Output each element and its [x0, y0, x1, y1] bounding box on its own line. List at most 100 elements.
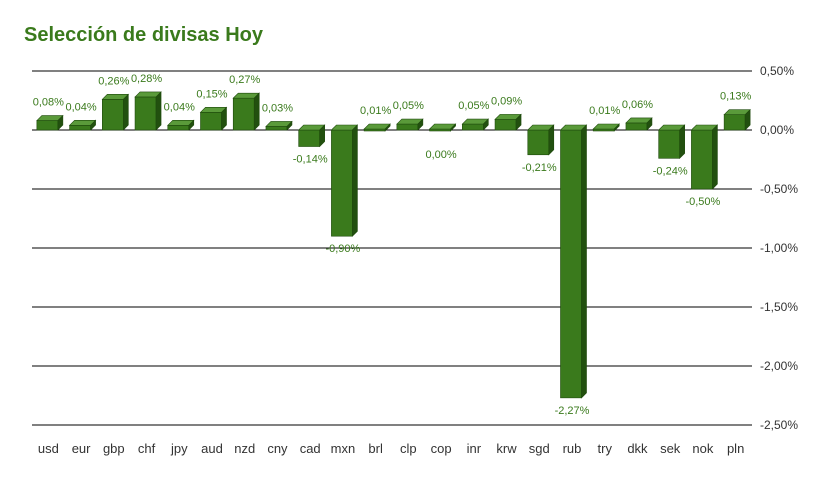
bar-front	[527, 129, 550, 156]
category-label-cny: cny	[267, 441, 288, 456]
bar-side-face	[384, 123, 391, 132]
category-label-mxn: mxn	[331, 441, 356, 456]
bar-front	[69, 124, 91, 131]
data-label-krw: 0,09%	[491, 95, 522, 107]
category-label-nzd: nzd	[234, 441, 255, 456]
bar-front	[200, 112, 222, 131]
bar-cop	[428, 123, 457, 132]
bar-front	[167, 124, 190, 131]
bar-side-face	[679, 124, 685, 160]
bar-clp	[396, 118, 424, 131]
category-label-gbp: gbp	[103, 441, 125, 456]
category-label-sek: sek	[660, 441, 681, 456]
bar-side-face	[646, 117, 653, 131]
data-label-usd: 0,08%	[33, 97, 64, 109]
category-label-inr: inr	[467, 441, 482, 456]
category-label-nok: nok	[692, 441, 713, 456]
data-label-aud: 0,15%	[196, 88, 227, 100]
bar-side-face	[352, 124, 358, 237]
category-label-clp: clp	[400, 441, 417, 456]
bar-side-face	[613, 123, 620, 132]
data-label-clp: 0,05%	[393, 100, 424, 112]
bar-front	[134, 96, 157, 131]
data-label-jpy: 0,04%	[164, 101, 195, 113]
bar-sgd	[527, 124, 555, 156]
data-label-mxn: -0,90%	[325, 243, 360, 255]
bar-try	[592, 123, 620, 132]
bar-front	[396, 123, 419, 131]
bar-side-face	[123, 93, 129, 131]
bar-cny	[265, 120, 293, 131]
bar-front	[232, 97, 255, 131]
category-labels: usd eur gbp chf jpy aud nzd cny cad mxn brl clp cop i…	[38, 441, 744, 456]
bar-aud	[199, 106, 228, 131]
data-label-rub: -2,27%	[555, 405, 590, 417]
bars	[36, 91, 751, 399]
bar-front	[625, 122, 648, 131]
bar-side-face	[90, 119, 96, 131]
data-label-dkk: 0,06%	[622, 99, 653, 111]
data-label-cny: 0,03%	[262, 102, 293, 114]
data-label-inr: 0,05%	[458, 100, 489, 112]
data-label-nok: -0,50%	[685, 196, 720, 208]
bar-krw	[494, 113, 522, 131]
bar-side-face	[515, 113, 522, 131]
bar-front	[723, 114, 746, 131]
bar-rub	[559, 124, 588, 399]
bar-front	[658, 129, 680, 159]
bar-side-face	[548, 124, 555, 156]
bar-eur	[68, 119, 97, 131]
bar-front	[36, 120, 59, 131]
bar-front	[331, 129, 353, 237]
data-label-chf: 0,28%	[131, 73, 162, 85]
category-label-brl: brl	[368, 441, 383, 456]
bar-front	[494, 119, 517, 131]
bar-front	[560, 129, 582, 399]
bar-usd	[36, 114, 64, 131]
bar-side-face	[581, 124, 587, 399]
bar-side-face	[744, 108, 751, 131]
y-tick-label: -2,00%	[760, 359, 798, 373]
bar-side-face	[450, 123, 456, 132]
bar-side-face	[57, 114, 64, 131]
category-label-sgd: sgd	[529, 441, 550, 456]
y-tick-label: -2,50%	[760, 418, 798, 432]
bar-sek	[657, 124, 686, 160]
y-tick-label: 0,50%	[760, 64, 794, 78]
y-axis-ticks: 0,50% 0,00% -0,50% -1,00% -1,50% -2,00% -2,50%	[760, 64, 798, 432]
y-tick-label: 0,00%	[760, 123, 794, 137]
data-label-brl: 0,01%	[360, 105, 391, 117]
bar-side-face	[188, 119, 195, 131]
y-tick-label: -1,00%	[760, 241, 798, 255]
data-label-sgd: -0,21%	[522, 162, 557, 174]
bar-front	[462, 123, 484, 131]
y-tick-label: -1,50%	[760, 300, 798, 314]
data-label-nzd: 0,27%	[229, 74, 260, 86]
data-label-sek: -0,24%	[653, 165, 688, 177]
bar-side-face	[417, 118, 424, 131]
bar-chf	[134, 91, 162, 131]
bar-nzd	[232, 92, 260, 131]
data-label-eur: 0,04%	[65, 101, 96, 113]
category-label-aud: aud	[201, 441, 223, 456]
bar-front	[691, 129, 713, 190]
data-label-try: 0,01%	[589, 105, 620, 117]
category-label-chf: chf	[138, 441, 156, 456]
bar-pln	[723, 108, 751, 131]
bar-side-face	[155, 91, 162, 131]
category-label-jpy: jpy	[170, 441, 188, 456]
bar-front	[265, 126, 288, 131]
bar-side-face	[483, 118, 489, 131]
bar-cad	[297, 124, 326, 148]
bar-side-face	[253, 92, 260, 131]
y-tick-label: -0,50%	[760, 182, 798, 196]
data-label-pln: 0,13%	[720, 91, 751, 103]
category-label-eur: eur	[72, 441, 91, 456]
category-label-rub: rub	[563, 441, 582, 456]
category-label-try: try	[598, 441, 613, 456]
bar-nok	[690, 124, 719, 190]
bar-dkk	[625, 117, 653, 131]
category-label-dkk: dkk	[627, 441, 648, 456]
bar-gbp	[101, 93, 130, 131]
